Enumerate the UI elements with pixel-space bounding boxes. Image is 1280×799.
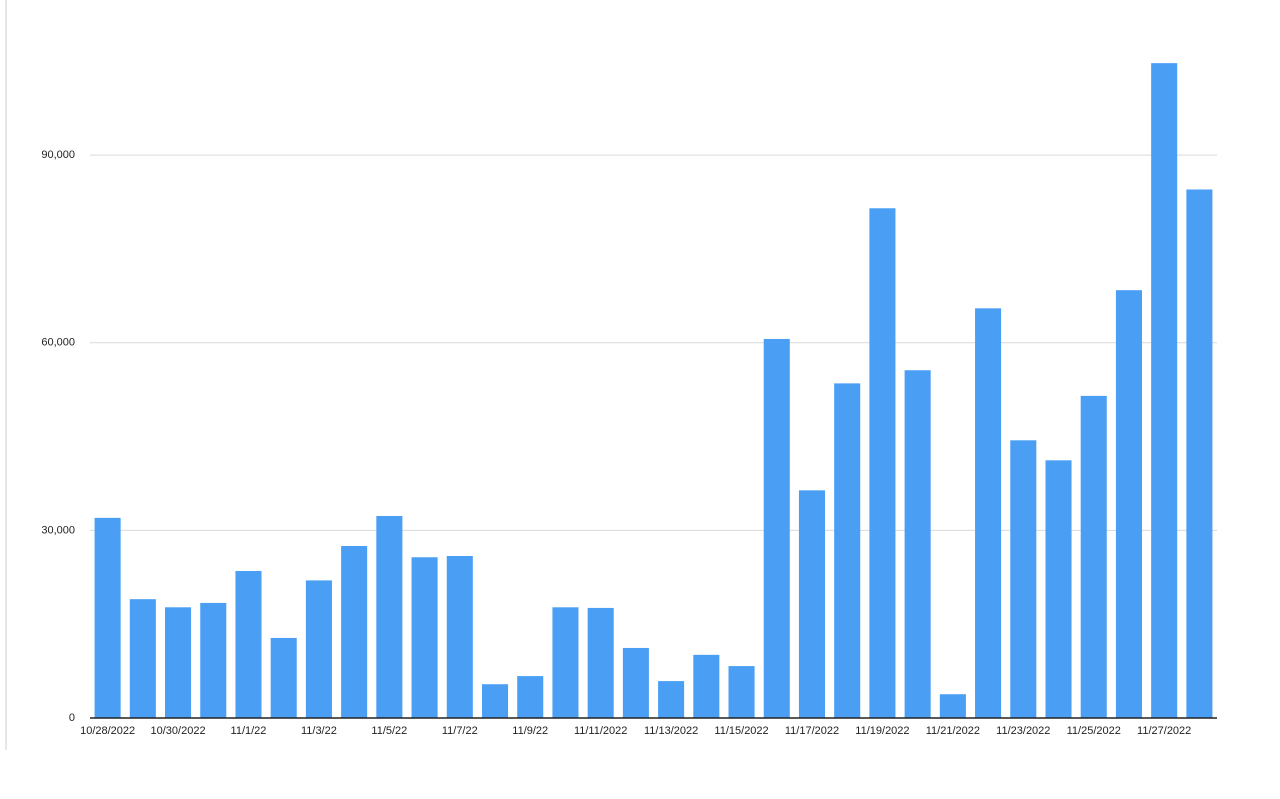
bar <box>1115 290 1142 718</box>
x-tick-label: 11/13/2022 <box>644 725 698 737</box>
bar <box>763 338 790 718</box>
bar <box>693 654 720 718</box>
bar <box>658 681 685 718</box>
bar <box>587 607 614 718</box>
bar <box>517 676 544 718</box>
bar <box>446 556 473 718</box>
bar <box>904 370 931 718</box>
x-tick-label: 11/5/22 <box>371 725 407 737</box>
y-tick-label: 60,000 <box>41 337 75 349</box>
x-tick-label: 11/17/2022 <box>785 725 839 737</box>
x-tick-label: 11/21/2022 <box>926 725 980 737</box>
bar <box>552 607 579 718</box>
bar <box>622 647 649 718</box>
bar <box>129 599 156 718</box>
bar <box>200 602 227 718</box>
bar <box>869 208 896 718</box>
bar <box>481 684 509 718</box>
bar <box>975 308 1002 718</box>
bar <box>411 557 438 718</box>
x-tick-label: 11/19/2022 <box>855 725 909 737</box>
bar <box>728 666 755 718</box>
x-tick-label: 11/11/2022 <box>574 725 627 737</box>
x-tick-label: 11/3/22 <box>301 725 337 737</box>
y-tick-label: 30,000 <box>41 524 75 536</box>
y-tick-label: 0 <box>69 712 75 724</box>
x-tick-label: 11/7/22 <box>442 725 478 737</box>
bar <box>165 607 192 718</box>
bar <box>376 515 403 718</box>
x-tick-label: 10/30/2022 <box>151 725 206 737</box>
x-tick-label: 10/28/2022 <box>80 725 135 737</box>
x-tick-label: 11/25/2022 <box>1067 725 1121 737</box>
bar <box>798 490 826 718</box>
bar <box>1151 63 1178 718</box>
bar <box>939 694 966 718</box>
x-tick-label: 11/1/22 <box>231 725 267 737</box>
y-tick-label: 90,000 <box>41 149 75 161</box>
x-tick-label: 11/9/22 <box>512 725 548 737</box>
x-tick-label: 11/15/2022 <box>714 725 768 737</box>
bar <box>1186 189 1213 718</box>
bar <box>94 517 121 718</box>
bar <box>341 546 368 718</box>
bar <box>1045 460 1072 718</box>
bar <box>270 637 297 718</box>
bar <box>235 571 262 718</box>
bar <box>1080 395 1107 718</box>
x-tick-label: 11/27/2022 <box>1137 725 1191 737</box>
x-tick-label: 11/23/2022 <box>996 725 1050 737</box>
bar <box>834 383 861 718</box>
bar <box>1010 440 1037 718</box>
bar <box>305 580 332 718</box>
